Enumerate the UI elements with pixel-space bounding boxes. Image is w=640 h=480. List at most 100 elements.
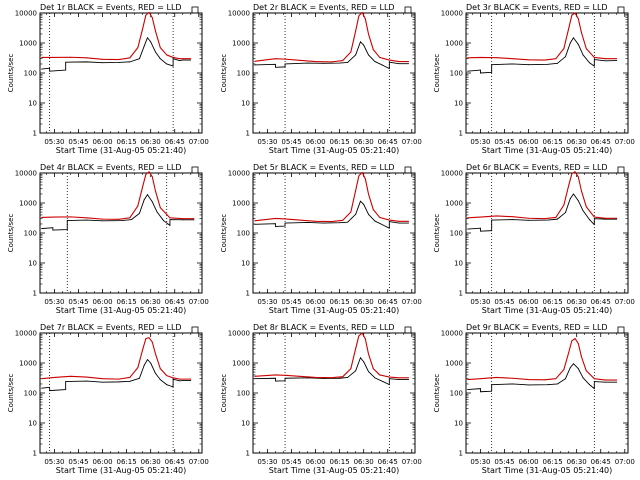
- x-tick-label: 06:15: [543, 458, 563, 466]
- data-point-lld: [364, 178, 366, 180]
- data-point-lld: [467, 379, 469, 381]
- data-point-events: [589, 62, 590, 64]
- y-tick-label: 10000: [228, 170, 250, 178]
- data-point-lld: [137, 205, 139, 207]
- data-point-events: [467, 228, 469, 230]
- data-point-events: [159, 379, 161, 381]
- data-point-events: [368, 371, 369, 372]
- data-point-events: [582, 54, 584, 56]
- data-point-events: [172, 65, 174, 67]
- x-tick-label: 06:00: [305, 458, 325, 466]
- data-point-lld: [172, 56, 174, 58]
- data-point-events: [564, 212, 566, 214]
- y-tick-label: 1000: [445, 200, 463, 208]
- y-axis-label: Counts/sec: [7, 214, 15, 253]
- x-axis-label: Start Time (31-Aug-05 05:21:40): [269, 146, 400, 155]
- y-tick-label: 1: [459, 450, 463, 458]
- data-point-lld: [555, 58, 557, 60]
- chart-title: Det 6r BLACK = Events, RED = LLD: [466, 163, 608, 172]
- x-tick-label: 07:00: [402, 298, 422, 306]
- data-point-events: [491, 64, 493, 66]
- data-point-events: [582, 210, 584, 212]
- data-point-events: [491, 230, 493, 232]
- data-point-events: [363, 203, 365, 205]
- y-tick-label: 1: [246, 450, 250, 458]
- data-point-events: [360, 357, 361, 359]
- data-point-events: [479, 391, 481, 393]
- data-point-events: [547, 63, 549, 65]
- plot-frame: [465, 172, 629, 294]
- legend-box: [617, 6, 625, 14]
- data-point-lld: [398, 61, 400, 63]
- data-point-lld: [315, 61, 317, 63]
- data-point-lld: [408, 377, 410, 379]
- data-point-events: [150, 41, 152, 43]
- data-point-events: [491, 390, 493, 392]
- data-point-lld: [574, 12, 576, 14]
- data-point-lld: [593, 378, 595, 380]
- y-tick-label: 100: [24, 70, 37, 78]
- chart-title: Det 5r BLACK = Events, RED = LLD: [253, 163, 395, 172]
- data-point-events: [479, 227, 481, 229]
- data-point-lld: [355, 348, 357, 350]
- x-tick-label: 05:30: [470, 298, 490, 306]
- data-point-events: [388, 61, 390, 63]
- series-line-events: [254, 200, 409, 229]
- data-point-events: [172, 378, 174, 380]
- data-point-lld: [70, 56, 71, 58]
- data-point-lld: [358, 335, 360, 337]
- data-point-events: [41, 68, 43, 70]
- y-tick-label: 1: [33, 450, 37, 458]
- data-point-lld: [41, 56, 43, 58]
- data-point-lld: [398, 220, 400, 222]
- data-point-events: [275, 226, 276, 227]
- x-tick-label: 06:45: [378, 298, 398, 306]
- data-point-events: [408, 222, 410, 224]
- data-point-events: [616, 381, 618, 383]
- plot-frame: [252, 12, 416, 134]
- data-point-events: [388, 227, 390, 229]
- data-point-lld: [137, 47, 139, 49]
- data-point-events: [547, 219, 549, 221]
- data-point-lld: [129, 376, 131, 378]
- y-tick-label: 100: [237, 230, 250, 238]
- data-point-events: [347, 376, 349, 378]
- data-point-events: [479, 72, 481, 74]
- data-point-events: [284, 225, 286, 227]
- y-tick-label: 100: [237, 390, 250, 398]
- data-point-events: [374, 220, 376, 222]
- data-point-events: [593, 65, 595, 67]
- x-tick-label: 06:30: [354, 298, 374, 306]
- chart-panel-3: Det 3r BLACK = Events, RED = LLD 1 10 100 10…: [433, 3, 635, 155]
- data-point-events: [49, 70, 51, 72]
- data-point-lld: [574, 171, 576, 173]
- data-point-lld: [118, 59, 120, 61]
- data-point-lld: [368, 353, 369, 355]
- y-tick-label: 1: [33, 130, 37, 138]
- data-point-events: [528, 219, 530, 221]
- x-tick-label: 06:30: [141, 138, 161, 146]
- data-point-events: [254, 64, 256, 66]
- data-point-events: [182, 59, 184, 61]
- data-point-lld: [379, 56, 381, 58]
- chart-panel-2: Det 2r BLACK = Events, RED = LLD 1 10 100 10…: [220, 3, 422, 155]
- data-point-events: [102, 220, 104, 222]
- data-point-lld: [528, 59, 530, 61]
- data-point-lld: [408, 220, 410, 222]
- x-tick-label: 06:00: [518, 298, 538, 306]
- data-point-lld: [372, 368, 374, 370]
- data-point-lld: [275, 58, 276, 60]
- data-point-lld: [479, 56, 481, 58]
- x-tick-label: 06:15: [330, 138, 350, 146]
- series-line-lld: [254, 171, 409, 223]
- x-tick-label: 05:30: [44, 138, 64, 146]
- x-tick-label: 06:00: [92, 298, 112, 306]
- data-point-events: [275, 223, 276, 225]
- data-point-events: [408, 379, 410, 381]
- x-axis-label: Start Time (31-Aug-05 05:21:40): [482, 466, 613, 475]
- data-point-events: [573, 193, 574, 195]
- series-line-lld: [41, 171, 194, 220]
- data-point-lld: [355, 30, 357, 32]
- chart-title: Det 4r BLACK = Events, RED = LLD: [40, 163, 182, 172]
- data-point-events: [593, 388, 595, 390]
